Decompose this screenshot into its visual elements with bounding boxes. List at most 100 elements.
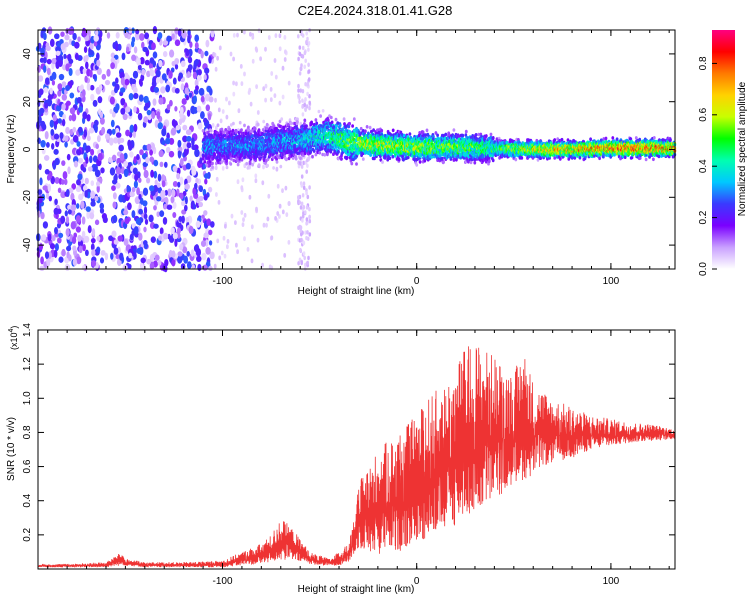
noise-cell (76, 141, 81, 147)
streak-cell (306, 230, 309, 235)
noise-cell (176, 227, 181, 234)
noise-cell (95, 143, 99, 150)
noise-cell (158, 235, 162, 241)
noise-cell (58, 232, 64, 239)
noise-cell (117, 235, 123, 242)
noise-cell (69, 92, 75, 99)
noise-cell (243, 29, 246, 35)
noise-cell (100, 250, 106, 256)
noise-cell (195, 220, 201, 228)
noise-cell (174, 106, 178, 112)
signal-cell (408, 132, 412, 136)
noise-cell (118, 144, 124, 152)
noise-cell (96, 235, 101, 242)
signal-cell (323, 153, 327, 157)
signal-cell (355, 162, 358, 166)
noise-cell (207, 113, 212, 121)
noise-cell (191, 264, 195, 270)
noise-cell (158, 59, 163, 68)
noise-cell (274, 74, 278, 80)
noise-cell (177, 75, 182, 82)
noise-cell (38, 243, 44, 251)
noise-cell (124, 217, 130, 225)
noise-cell (152, 98, 157, 106)
noise-cell (190, 249, 195, 257)
noise-cell (198, 195, 204, 202)
noise-cell (192, 71, 197, 80)
signal-cell (296, 120, 299, 124)
streak-cell (299, 121, 303, 127)
noise-cell (82, 68, 87, 75)
noise-cell (93, 35, 99, 42)
noise-cell (68, 27, 73, 36)
noise-cell (77, 234, 82, 242)
noise-cell (284, 49, 287, 55)
signal-cell (321, 109, 325, 113)
signal-cell (391, 154, 395, 159)
streak-cell (300, 164, 304, 169)
noise-cell (154, 179, 158, 186)
noise-cell (40, 211, 45, 220)
noise-cell (37, 75, 44, 82)
noise-cell (80, 200, 85, 209)
signal-cell (311, 154, 314, 159)
noise-cell (172, 211, 177, 219)
signal-cell (333, 149, 337, 153)
signal-cell (256, 122, 260, 127)
noise-cell (219, 118, 223, 124)
noise-cell (76, 256, 82, 265)
streak-cell (301, 112, 305, 117)
noise-cell (246, 247, 250, 252)
noise-cell (106, 68, 111, 77)
noise-cell (186, 135, 192, 142)
noise-cell (241, 222, 245, 228)
noise-cell (83, 46, 88, 53)
noise-cell (287, 201, 291, 206)
noise-cell (215, 192, 218, 197)
signal-cell (345, 155, 349, 160)
noise-cell (193, 95, 197, 104)
noise-cell (133, 180, 138, 189)
noise-cell (209, 88, 213, 96)
noise-cell (143, 213, 148, 220)
noise-cell (43, 65, 47, 73)
noise-cell (113, 247, 119, 255)
noise-cell (167, 188, 172, 197)
noise-cell (270, 235, 274, 241)
noise-cell (133, 46, 138, 54)
noise-cell (248, 87, 252, 93)
noise-cell (57, 83, 63, 91)
noise-cell (77, 126, 83, 134)
noise-cell (99, 117, 105, 125)
noise-cell (65, 84, 71, 92)
signal-cell (442, 160, 445, 164)
noise-cell (149, 185, 155, 192)
signal-cell (216, 123, 220, 127)
noise-cell (54, 198, 58, 206)
noise-cell (135, 217, 141, 225)
noise-cell (55, 46, 61, 53)
noise-cell (53, 133, 60, 140)
noise-cell (113, 137, 119, 144)
noise-cell (81, 89, 86, 98)
noise-cell (153, 205, 157, 211)
noise-cell (172, 181, 178, 187)
noise-cell (58, 73, 65, 81)
noise-cell (275, 166, 279, 172)
noise-cell (87, 166, 93, 172)
noise-cell (61, 103, 66, 111)
noise-cell (46, 67, 51, 76)
streak-cell (307, 62, 310, 67)
noise-cell (207, 186, 213, 193)
signal-cell (272, 166, 275, 170)
streak-cell (301, 89, 305, 94)
noise-cell (180, 200, 186, 206)
noise-cell (168, 137, 175, 145)
noise-cell (112, 42, 117, 49)
noise-cell (256, 237, 260, 243)
noise-cell (232, 33, 236, 38)
signal-cell (294, 156, 298, 161)
noise-cell (51, 143, 55, 150)
noise-cell (176, 172, 181, 180)
